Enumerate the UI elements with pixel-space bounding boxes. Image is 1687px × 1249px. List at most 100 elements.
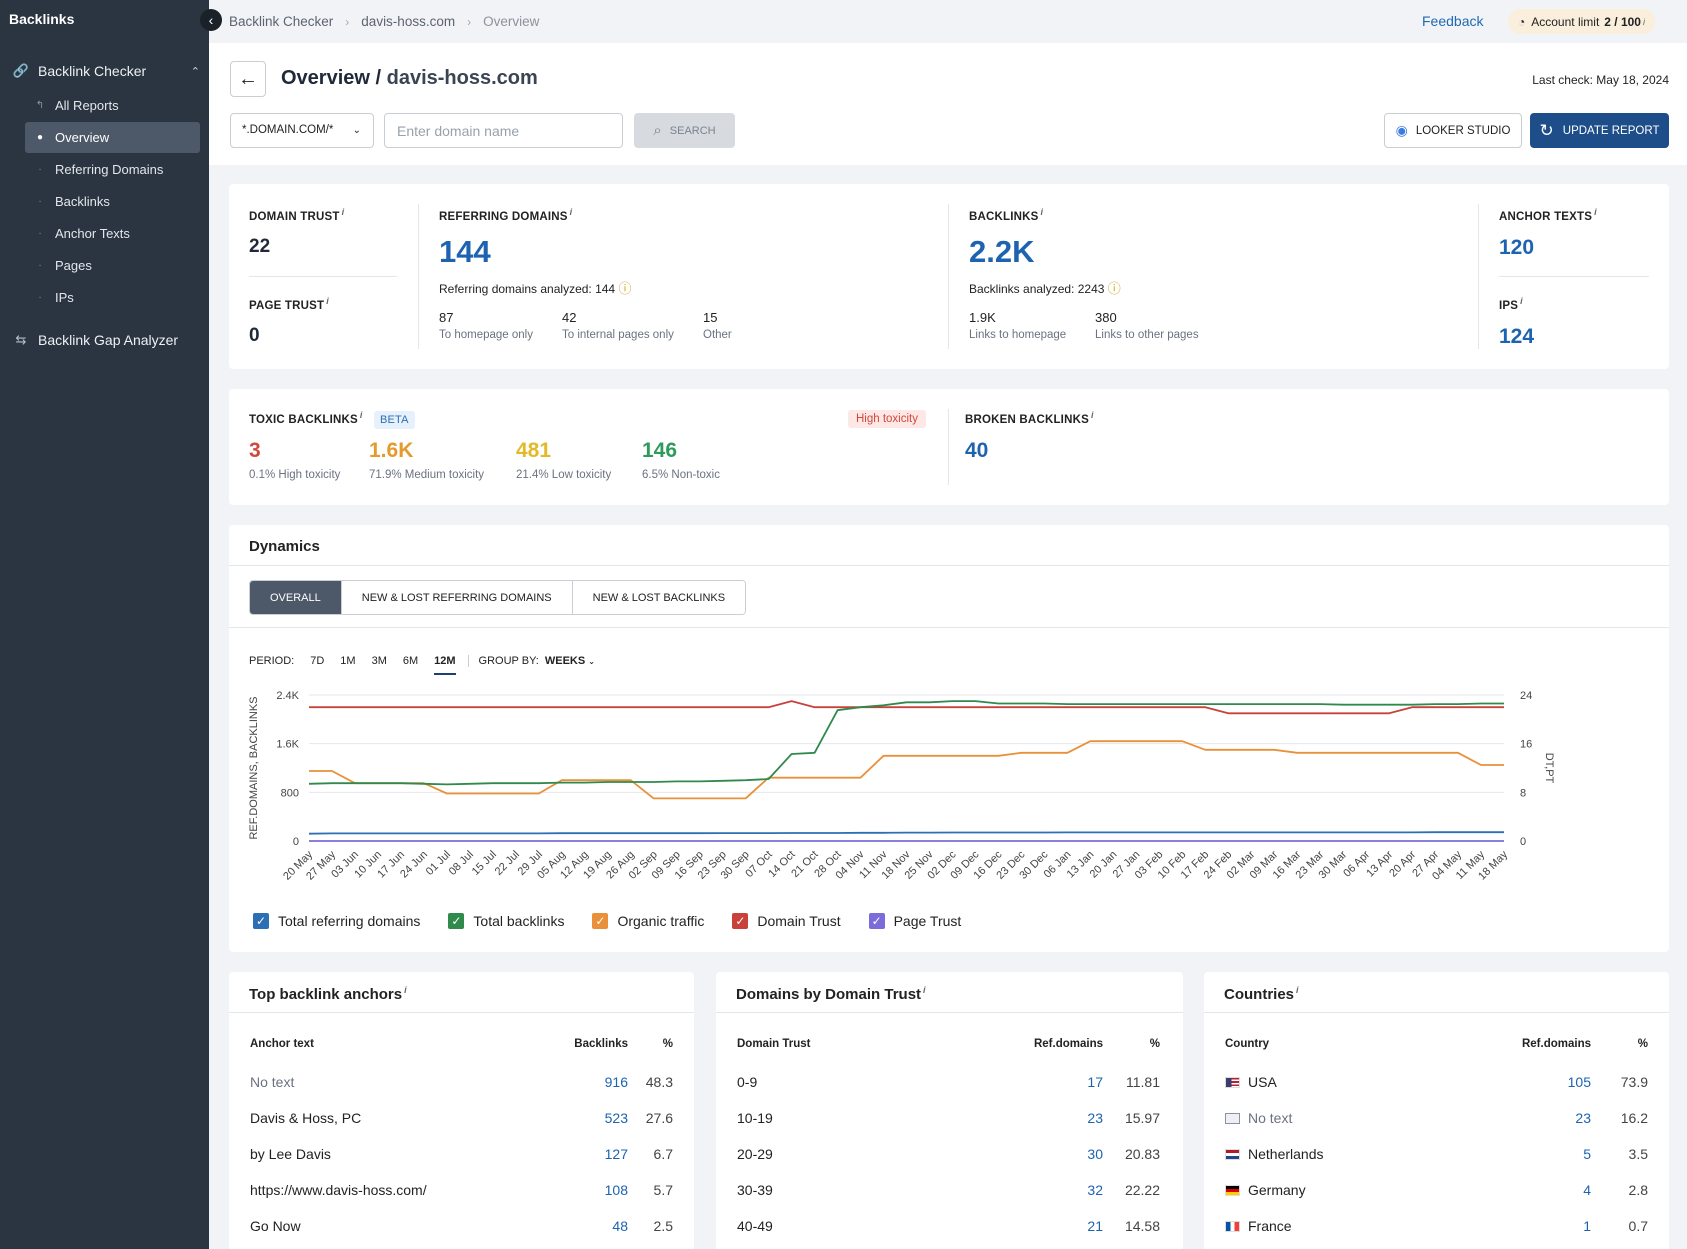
country-name[interactable]: No text — [1225, 1110, 1292, 1126]
period-12m[interactable]: 12M — [434, 655, 456, 675]
column-header[interactable]: Country — [1225, 1038, 1270, 1050]
info-icon[interactable]: i — [326, 296, 329, 306]
info-circle-icon[interactable]: ⓘ — [618, 281, 632, 296]
sidebar-item-referring-domains[interactable]: · Referring Domains — [25, 154, 200, 185]
info-circle-icon[interactable]: ⓘ — [1107, 281, 1121, 296]
info-icon[interactable]: i — [923, 985, 926, 995]
toxic-low[interactable]: 481 21.4% Low toxicity — [516, 439, 612, 481]
page-title: Overview / davis-hoss.com — [281, 67, 538, 90]
backlinks-count[interactable]: 48 — [612, 1218, 628, 1234]
anchor-texts-value[interactable]: 120 — [1499, 236, 1535, 259]
broken-backlinks-value[interactable]: 40 — [965, 439, 989, 462]
breadcrumb-item[interactable]: davis-hoss.com — [361, 14, 456, 29]
anchor-text[interactable]: by Lee Davis — [250, 1146, 331, 1162]
info-icon[interactable]: i — [1040, 207, 1044, 217]
column-header[interactable]: Backlinks — [574, 1038, 628, 1050]
account-limit-badge[interactable]: ◔ Account limit 2 / 100 i — [1508, 9, 1655, 34]
domain-input[interactable] — [384, 113, 623, 148]
sidebar-item-backlinks[interactable]: · Backlinks — [25, 186, 200, 217]
sidebar-item-pages[interactable]: · Pages — [25, 250, 200, 281]
domain-mask-select[interactable]: *.DOMAIN.COM/* ⌄ — [230, 113, 374, 148]
info-icon[interactable]: i — [359, 410, 363, 420]
ref-domains-count[interactable]: 4 — [1583, 1182, 1591, 1198]
ips-value[interactable]: 124 — [1499, 325, 1535, 348]
period-3m[interactable]: 3M — [371, 655, 387, 667]
info-icon[interactable]: i — [1296, 985, 1299, 995]
info-icon[interactable]: i — [341, 207, 345, 217]
search-button[interactable]: ⌕ SEARCH — [634, 113, 735, 148]
column-header[interactable]: Ref.domains — [1521, 1038, 1591, 1050]
checkbox-checked-icon[interactable]: ✓ — [253, 913, 269, 929]
country-name[interactable]: France — [1225, 1218, 1292, 1234]
referring-domains-value[interactable]: 144 — [439, 234, 491, 269]
country-name[interactable]: USA — [1225, 1074, 1277, 1090]
legend-item[interactable]: ✓ Domain Trust — [732, 913, 841, 929]
legend-item[interactable]: ✓ Organic traffic — [592, 913, 704, 929]
sidebar-section-backlink-gap-analyzer[interactable]: ⇆ Backlink Gap Analyzer — [12, 327, 200, 353]
toxic-non-toxic[interactable]: 146 6.5% Non-toxic — [642, 439, 720, 481]
backlinks-count[interactable]: 916 — [604, 1074, 628, 1090]
column-header[interactable]: % — [662, 1038, 673, 1050]
feedback-link[interactable]: Feedback — [1422, 13, 1484, 29]
checkbox-checked-icon[interactable]: ✓ — [868, 913, 885, 929]
breadcrumb-item[interactable]: Backlink Checker — [229, 14, 334, 29]
back-button[interactable]: ← — [230, 61, 266, 97]
sidebar-collapse-button[interactable]: ‹ — [200, 9, 222, 31]
info-icon[interactable]: i — [1642, 16, 1645, 27]
period-7d[interactable]: 7D — [310, 655, 325, 667]
tab-overall[interactable]: OVERALL — [250, 581, 342, 614]
update-report-button[interactable]: ↻ UPDATE REPORT — [1530, 113, 1669, 148]
info-icon[interactable]: i — [1594, 207, 1597, 217]
sidebar-item-ips[interactable]: · IPs — [25, 282, 200, 313]
period-6m[interactable]: 6M — [402, 655, 419, 667]
checkbox-checked-icon[interactable]: ✓ — [732, 913, 749, 929]
ref-domains-count[interactable]: 105 — [1567, 1074, 1591, 1090]
sidebar-item-anchor-texts[interactable]: · Anchor Texts — [25, 218, 200, 249]
info-icon[interactable]: i — [569, 207, 573, 217]
country-name[interactable]: Netherlands — [1225, 1146, 1324, 1162]
column-header[interactable]: Domain Trust — [737, 1038, 811, 1050]
info-icon[interactable]: i — [1090, 410, 1094, 420]
checkbox-checked-icon[interactable]: ✓ — [592, 913, 609, 929]
tab-new-lost-backlinks[interactable]: NEW & LOST BACKLINKS — [572, 581, 746, 614]
ref-domains-count[interactable]: 1 — [1583, 1218, 1591, 1234]
checkbox-checked-icon[interactable]: ✓ — [448, 913, 465, 929]
anchor-text[interactable]: Davis & Hoss, PC — [250, 1110, 362, 1126]
ref-domains-count[interactable]: 17 — [1087, 1074, 1103, 1090]
anchor-text[interactable]: Go Now — [250, 1218, 301, 1234]
chevron-up-icon[interactable]: ⌃ — [190, 65, 200, 78]
country-name[interactable]: Germany — [1225, 1182, 1306, 1198]
anchor-text[interactable]: https://www.davis-hoss.com/ — [250, 1182, 427, 1198]
legend-item[interactable]: ✓ Total referring domains — [253, 913, 420, 929]
toxic-medium[interactable]: 1.6K 71.9% Medium toxicity — [369, 439, 485, 481]
ref-domains-count[interactable]: 32 — [1087, 1182, 1103, 1198]
column-header[interactable]: Anchor text — [250, 1038, 314, 1050]
backlinks-value[interactable]: 2.2K — [969, 234, 1035, 269]
info-icon[interactable]: i — [1520, 296, 1523, 306]
sidebar-item-all-reports[interactable]: ↰ All Reports — [25, 90, 200, 121]
tab-new-lost-referring-domains[interactable]: NEW & LOST REFERRING DOMAINS — [341, 581, 573, 614]
backlinks-count[interactable]: 523 — [604, 1110, 628, 1126]
info-icon[interactable]: i — [404, 985, 407, 995]
group-by-select[interactable]: WEEKS ⌄ — [544, 655, 595, 667]
toxic-high[interactable]: 3 0.1% High toxicity — [249, 439, 341, 481]
sub-metric: 87 To homepage only — [439, 310, 533, 341]
ref-domains-count[interactable]: 23 — [1087, 1110, 1103, 1126]
column-header[interactable]: % — [1149, 1038, 1160, 1050]
column-header[interactable]: Ref.domains — [1033, 1038, 1103, 1050]
ref-domains-count[interactable]: 21 — [1087, 1218, 1103, 1234]
legend-item[interactable]: ✓ Page Trust — [868, 913, 961, 929]
ref-domains-count[interactable]: 5 — [1583, 1146, 1591, 1162]
looker-studio-button[interactable]: ◉ LOOKER STUDIO — [1384, 113, 1522, 148]
column-header[interactable]: % — [1637, 1038, 1648, 1050]
legend-item[interactable]: ✓ Total backlinks — [448, 913, 564, 929]
ref-domains-count[interactable]: 30 — [1087, 1146, 1103, 1162]
ref-domains-count[interactable]: 23 — [1575, 1110, 1591, 1126]
period-1m[interactable]: 1M — [340, 655, 356, 667]
backlinks-count[interactable]: 108 — [604, 1182, 628, 1198]
bullet-icon: · — [38, 196, 42, 207]
backlinks-count[interactable]: 127 — [604, 1146, 628, 1162]
anchor-text[interactable]: No text — [250, 1074, 295, 1090]
sidebar-item-overview[interactable]: ● Overview — [25, 122, 200, 153]
sidebar-section-backlink-checker[interactable]: 🔗 Backlink Checker ⌃ — [12, 58, 200, 84]
